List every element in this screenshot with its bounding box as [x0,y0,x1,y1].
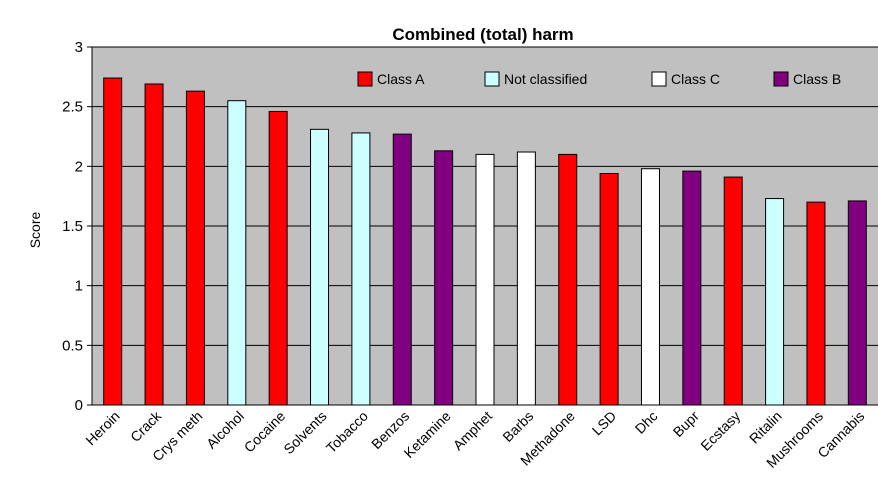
bar-amphet [476,154,494,405]
bar-cocaine [269,111,287,405]
y-tick-label: 0 [75,397,83,414]
bar-dhc [641,169,659,405]
bar-heroin [104,78,122,405]
bar-bupr [683,171,701,405]
bar-alcohol [228,101,246,405]
y-tick-label: 1 [75,278,83,295]
x-tick-label: Tobacco [323,408,371,456]
x-tick-label: Heroin [82,408,122,448]
bar-ecstasy [724,177,742,405]
bar-ritalin [766,199,784,405]
bar-solvents [311,129,329,405]
bar-crack [145,84,163,405]
x-tick-label: Dhc [632,408,661,437]
legend-label: Class A [377,71,425,87]
legend-swatch [485,72,499,86]
y-tick-label: 2 [75,158,83,175]
y-tick-label: 0.5 [62,337,83,354]
bar-methadone [559,154,577,405]
legend-label: Class B [793,71,841,87]
legend-swatch [774,72,788,86]
bar-ketamine [435,151,453,405]
x-tick-label: LSD [589,408,620,439]
bar-benzos [393,134,411,405]
y-tick-label: 2.5 [62,99,83,116]
y-tick-label: 1.5 [62,218,83,235]
y-axis-label: Score [27,212,43,249]
legend-swatch [652,72,666,86]
x-tick-label: Crack [127,407,165,445]
bar-mushrooms [807,202,825,405]
legend-label: Not classified [504,71,587,87]
bar-cannabis [848,201,866,405]
x-tick-label: Bupr [670,408,702,440]
bar-lsd [600,173,618,405]
x-tick-label: Cocaine [241,408,289,456]
bar-barbs [517,152,535,405]
x-tick-label: Ritalin [746,408,785,447]
x-tick-label: Solvents [280,408,329,457]
x-tick-label: Barbs [499,408,536,445]
legend-label: Class C [671,71,720,87]
x-tick-label: Ecstasy [697,408,743,454]
x-tick-label: Amphet [450,408,496,454]
y-tick-label: 3 [75,39,83,56]
legend-swatch [358,72,372,86]
chart-title: Combined (total) harm [392,25,573,44]
bar-crys-meth [186,91,204,405]
bar-tobacco [352,133,370,405]
